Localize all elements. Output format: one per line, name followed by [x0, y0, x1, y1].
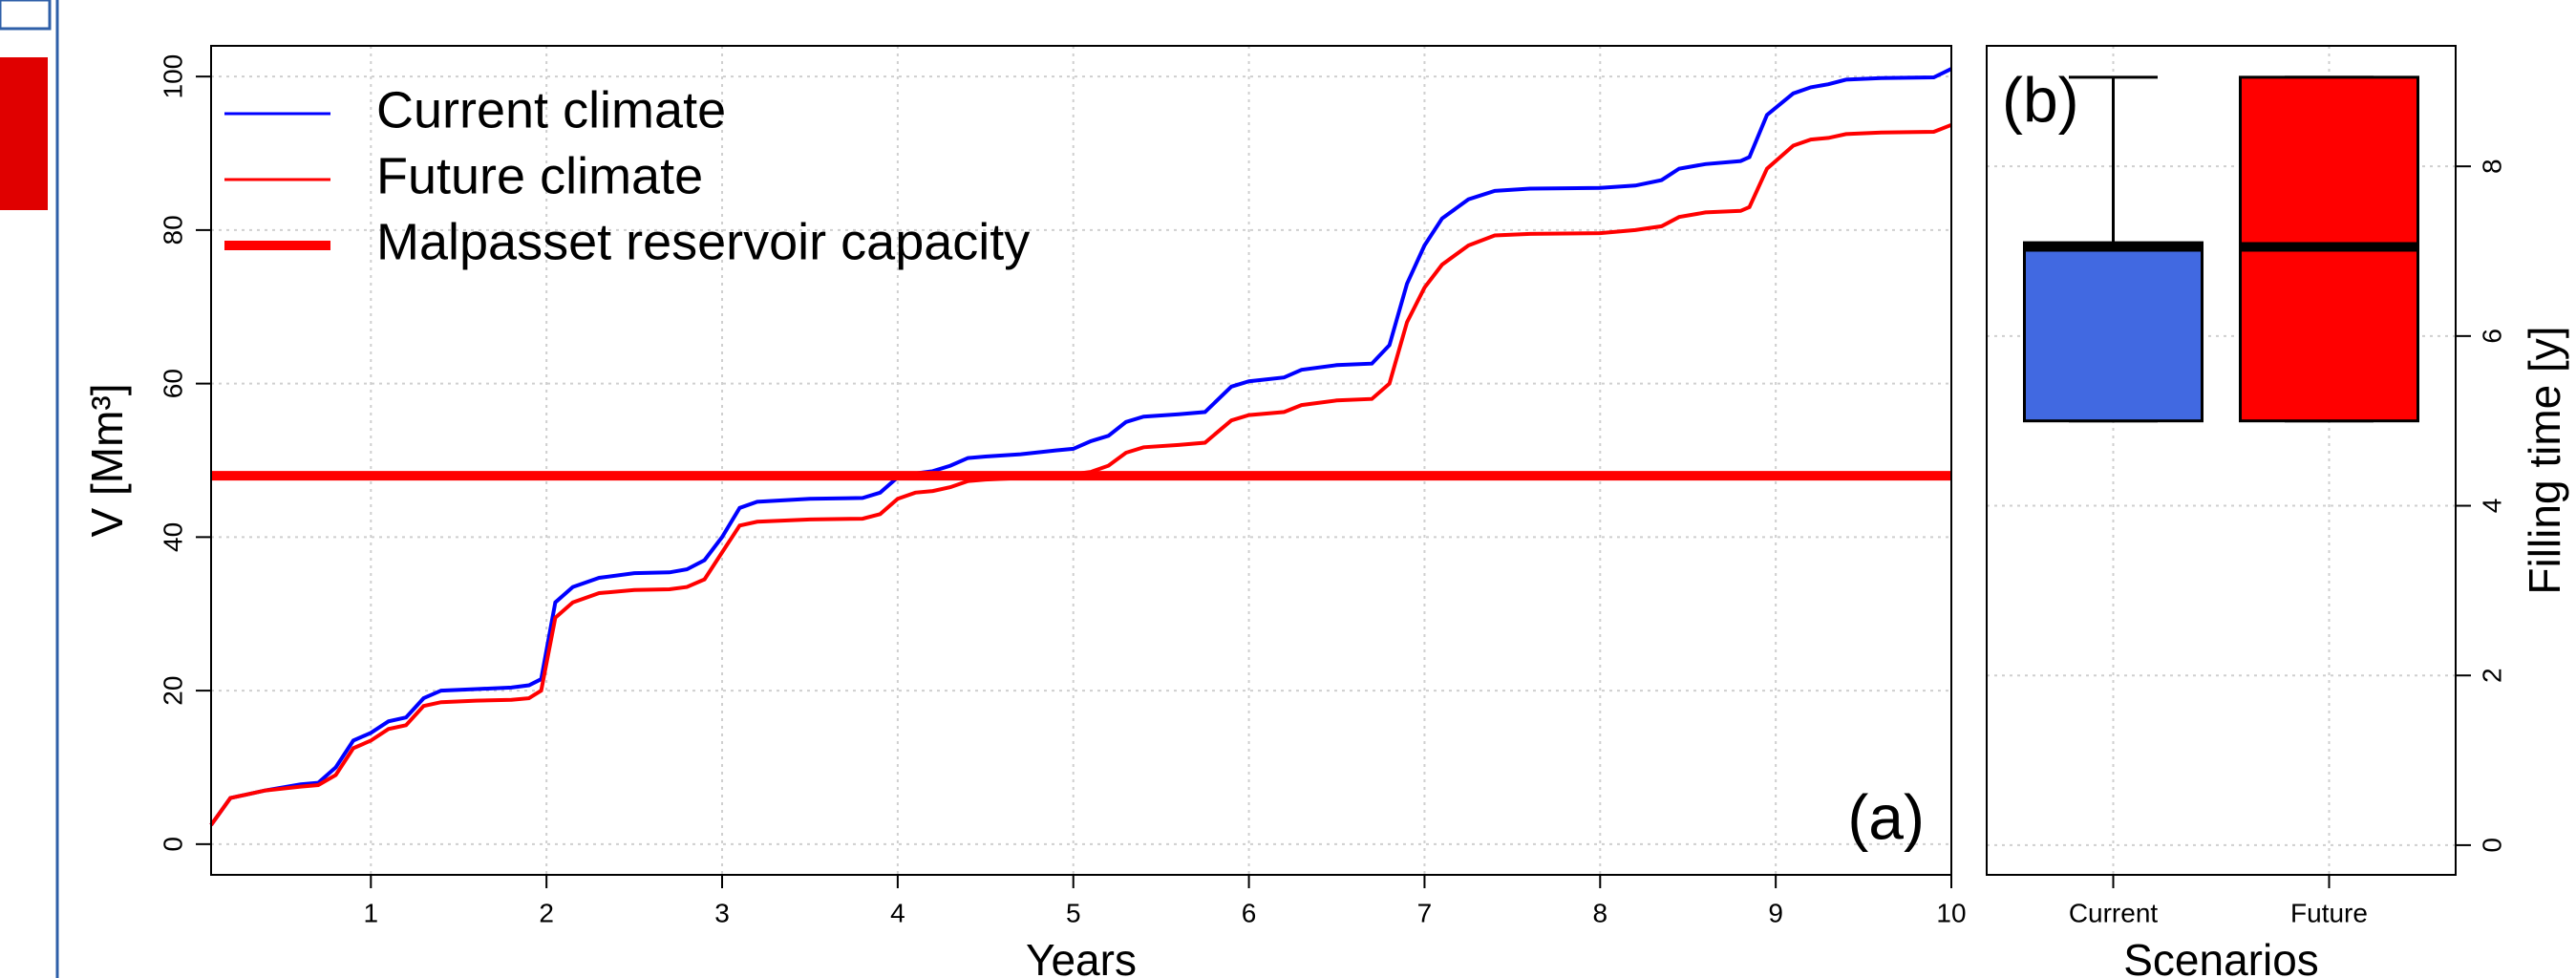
- x-tick-label: 8: [1593, 898, 1608, 927]
- y2-tick-label: 2: [2477, 668, 2506, 683]
- x-tick-label: Future: [2290, 898, 2368, 927]
- plot-frame: [1986, 45, 2457, 876]
- y-tick-label: 80: [158, 215, 187, 244]
- panel-label: (a): [1847, 781, 1925, 852]
- x-tick-label: Current: [2069, 898, 2159, 927]
- frame-tab: [0, 0, 52, 31]
- legend-label: Malpasset reservoir capacity: [376, 213, 1030, 270]
- x-tick-label: 2: [539, 898, 554, 927]
- x-tick-label: 6: [1242, 898, 1257, 927]
- y-axis-label: Filling time [y]: [2520, 326, 2569, 594]
- x-tick-label: 1: [364, 898, 379, 927]
- line-series: [209, 67, 1952, 826]
- y-tick-label: 0: [158, 837, 187, 852]
- y2-tick-label: 8: [2477, 159, 2506, 174]
- x-tick-label: 3: [714, 898, 730, 927]
- legend-label: Current climate: [376, 81, 726, 138]
- box: [2023, 241, 2203, 423]
- panel-label: (b): [2002, 64, 2079, 135]
- legend-label: Future climate: [376, 147, 703, 204]
- plot-frame: [210, 45, 1952, 876]
- y-tick-label: 20: [158, 676, 187, 706]
- y2-tick-label: 6: [2477, 329, 2506, 344]
- x-tick-label: 10: [1936, 898, 1966, 927]
- y2-tick-label: 4: [2477, 499, 2506, 514]
- y-tick-label: 60: [158, 369, 187, 398]
- y-tick-label: 100: [158, 54, 187, 99]
- x-tick-label: 4: [890, 898, 905, 927]
- y2-tick-label: 0: [2477, 838, 2506, 853]
- x-axis-label: Years: [1026, 935, 1137, 978]
- x-tick-label: 7: [1417, 898, 1433, 927]
- side-tab: [0, 57, 48, 210]
- y-axis-label: V [Mm³]: [82, 384, 132, 538]
- y-tick-label: 40: [158, 522, 187, 552]
- x-tick-label: 5: [1066, 898, 1081, 927]
- x-tick-label: 9: [1768, 898, 1783, 927]
- x-axis-label: Scenarios: [2123, 935, 2319, 978]
